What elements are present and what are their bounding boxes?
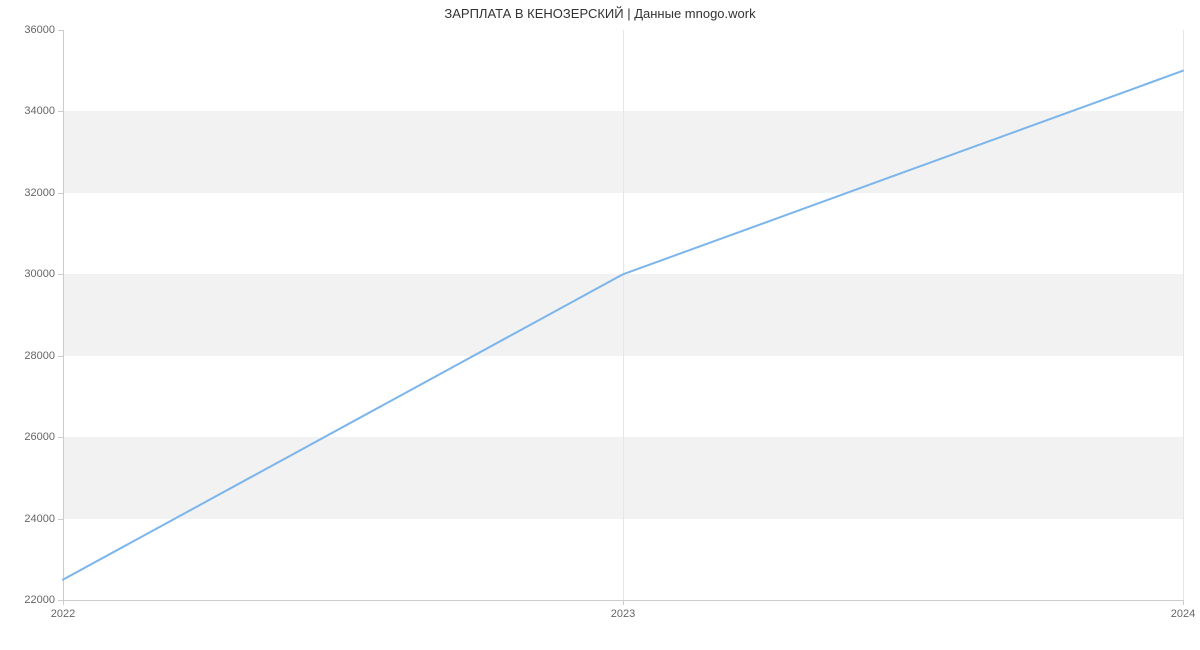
plot-area: 2022202320242200024000260002800030000320… <box>63 30 1183 600</box>
salary-chart: ЗАРПЛАТА В КЕНОЗЕРСКИЙ | Данные mnogo.wo… <box>0 0 1200 650</box>
series-line-salary <box>63 71 1183 580</box>
series-layer <box>63 30 1183 600</box>
y-tick-label: 34000 <box>24 105 63 117</box>
chart-title: ЗАРПЛАТА В КЕНОЗЕРСКИЙ | Данные mnogo.wo… <box>0 6 1200 21</box>
y-tick-label: 24000 <box>24 513 63 525</box>
x-tick-label: 2023 <box>611 600 635 620</box>
y-tick-label: 28000 <box>24 350 63 362</box>
y-tick-label: 36000 <box>24 24 63 36</box>
y-tick-label: 26000 <box>24 431 63 443</box>
x-axis-line <box>63 600 1183 601</box>
y-tick-label: 30000 <box>24 268 63 280</box>
y-tick-label: 32000 <box>24 187 63 199</box>
y-tick-label: 22000 <box>24 594 63 606</box>
x-tick-label: 2024 <box>1171 600 1195 620</box>
x-gridline <box>1183 30 1184 600</box>
